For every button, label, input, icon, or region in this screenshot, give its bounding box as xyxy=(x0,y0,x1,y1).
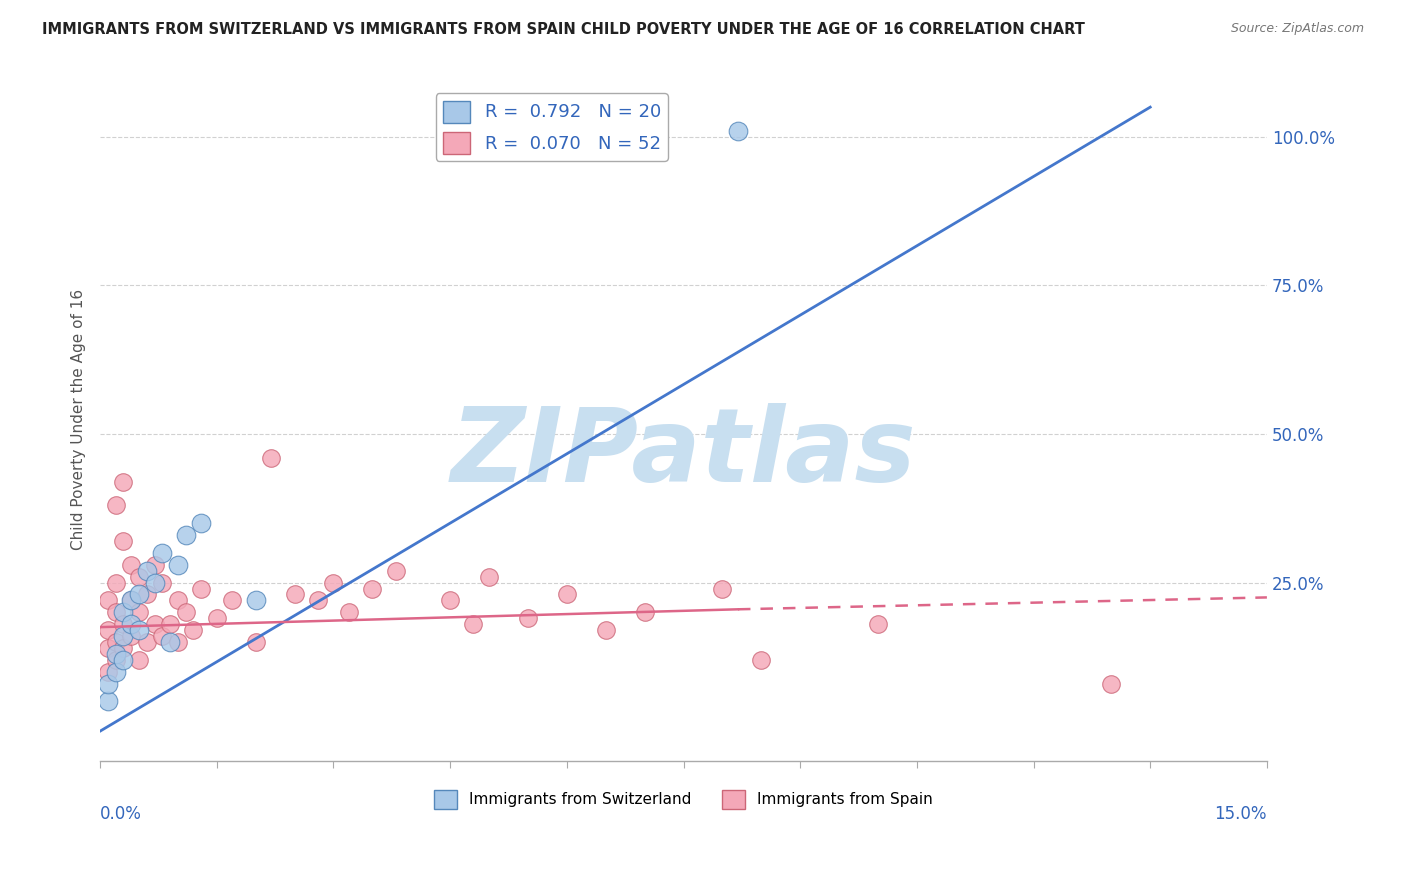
Point xyxy=(104,665,127,679)
Point xyxy=(97,623,120,637)
Point xyxy=(128,623,150,637)
Point xyxy=(112,533,135,548)
Point xyxy=(112,653,135,667)
Text: 0.0%: 0.0% xyxy=(100,805,142,823)
Point xyxy=(97,676,120,690)
Point xyxy=(104,498,127,512)
Point xyxy=(150,629,173,643)
Point xyxy=(112,617,135,632)
Point xyxy=(190,582,212,596)
Point xyxy=(463,617,485,632)
Point xyxy=(104,575,127,590)
Point xyxy=(120,617,142,632)
Point xyxy=(120,593,142,607)
Point xyxy=(749,653,772,667)
Point xyxy=(595,623,617,637)
Point xyxy=(112,605,135,619)
Point xyxy=(205,611,228,625)
Point xyxy=(159,617,181,632)
Point xyxy=(97,665,120,679)
Point xyxy=(245,593,267,607)
Point xyxy=(167,635,190,649)
Point xyxy=(866,617,889,632)
Point xyxy=(104,605,127,619)
Text: IMMIGRANTS FROM SWITZERLAND VS IMMIGRANTS FROM SPAIN CHILD POVERTY UNDER THE AGE: IMMIGRANTS FROM SWITZERLAND VS IMMIGRANT… xyxy=(42,22,1085,37)
Text: 15.0%: 15.0% xyxy=(1215,805,1267,823)
Text: Source: ZipAtlas.com: Source: ZipAtlas.com xyxy=(1230,22,1364,36)
Point xyxy=(174,605,197,619)
Point xyxy=(439,593,461,607)
Point xyxy=(97,593,120,607)
Point xyxy=(128,653,150,667)
Point xyxy=(143,617,166,632)
Point xyxy=(97,640,120,655)
Point xyxy=(633,605,655,619)
Point xyxy=(135,564,157,578)
Point xyxy=(478,569,501,583)
Point xyxy=(120,593,142,607)
Point xyxy=(167,558,190,572)
Point xyxy=(337,605,360,619)
Y-axis label: Child Poverty Under the Age of 16: Child Poverty Under the Age of 16 xyxy=(72,289,86,549)
Point xyxy=(727,124,749,138)
Point xyxy=(104,635,127,649)
Point xyxy=(516,611,538,625)
Point xyxy=(361,582,384,596)
Point xyxy=(190,516,212,530)
Point xyxy=(322,575,344,590)
Point xyxy=(384,564,406,578)
Point xyxy=(167,593,190,607)
Point xyxy=(128,587,150,601)
Point xyxy=(112,640,135,655)
Point xyxy=(104,653,127,667)
Point xyxy=(143,558,166,572)
Point xyxy=(284,587,307,601)
Point xyxy=(120,558,142,572)
Point xyxy=(143,575,166,590)
Point xyxy=(159,635,181,649)
Point xyxy=(150,546,173,560)
Text: ZIPatlas: ZIPatlas xyxy=(451,403,917,504)
Point xyxy=(104,647,127,661)
Point xyxy=(97,694,120,708)
Point xyxy=(260,450,283,465)
Point xyxy=(150,575,173,590)
Point xyxy=(555,587,578,601)
Point xyxy=(245,635,267,649)
Point xyxy=(174,528,197,542)
Point xyxy=(135,587,157,601)
Point xyxy=(120,629,142,643)
Point xyxy=(221,593,243,607)
Point xyxy=(128,569,150,583)
Legend: Immigrants from Switzerland, Immigrants from Spain: Immigrants from Switzerland, Immigrants … xyxy=(427,784,939,814)
Point xyxy=(711,582,734,596)
Point xyxy=(1099,676,1122,690)
Point xyxy=(183,623,205,637)
Point xyxy=(307,593,329,607)
Point xyxy=(112,629,135,643)
Point xyxy=(135,635,157,649)
Point xyxy=(112,475,135,489)
Point xyxy=(128,605,150,619)
